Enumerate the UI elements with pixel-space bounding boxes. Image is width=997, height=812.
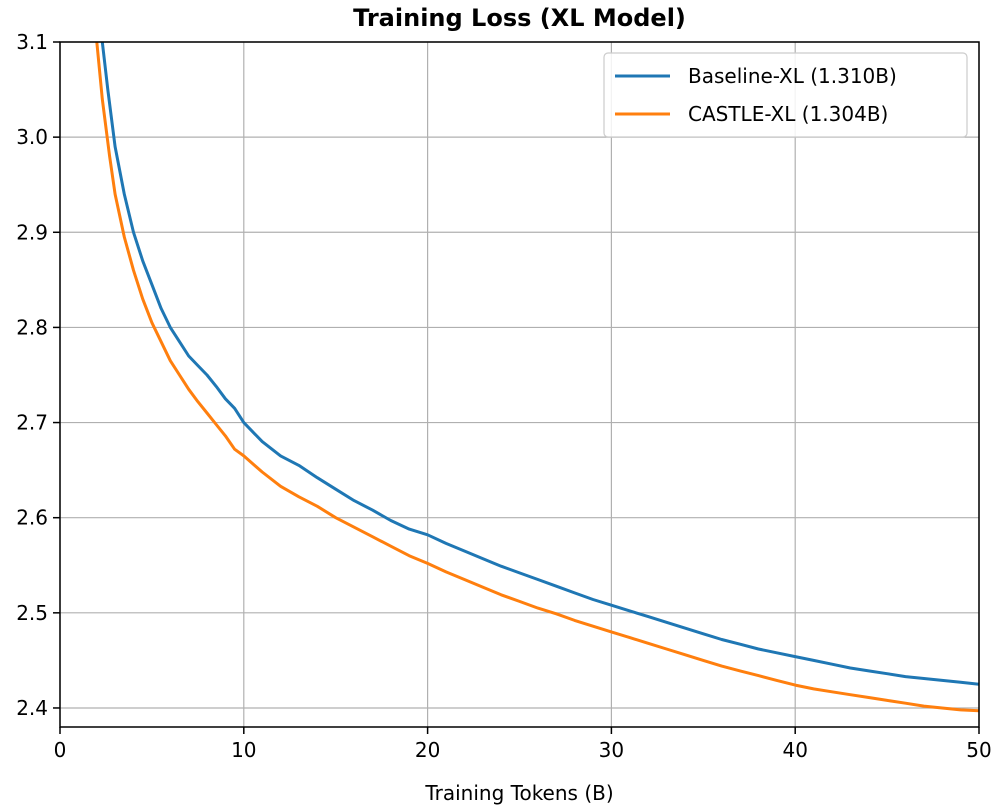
plot-frame [59, 41, 980, 728]
x-tick-label: 30 [599, 738, 624, 762]
x-tick-label: 10 [231, 738, 256, 762]
series-line-castle-xl [95, 42, 979, 713]
legend-box [603, 52, 968, 138]
chart-title: Training Loss (XL Model) [353, 4, 686, 32]
y-tick-label: 2.6 [16, 506, 48, 530]
y-tick-label: 3.0 [16, 125, 48, 149]
x-tick-label: 40 [782, 738, 807, 762]
y-tick-label: 2.4 [16, 696, 48, 720]
legend-label-castle-xl: CASTLE-XL (1.304B) [688, 102, 888, 126]
y-tick-label: 3.1 [16, 30, 48, 54]
series-layer [95, 42, 979, 713]
x-axis-label: Training Tokens (B) [424, 781, 613, 805]
legend-label-baseline-xl: Baseline-XL (1.310B) [688, 64, 897, 88]
y-tick-label: 2.7 [16, 411, 48, 435]
x-tick-label: 0 [54, 738, 67, 762]
y-tick-label: 2.5 [16, 601, 48, 625]
series-line-baseline-xl [100, 42, 979, 686]
x-tick-label: 50 [966, 738, 991, 762]
grid-layer [59, 41, 980, 727]
y-tick-label: 2.9 [16, 220, 48, 244]
y-tick-label: 2.8 [16, 315, 48, 339]
x-tick-label: 20 [415, 738, 440, 762]
tick-layer: 0 10 20 30 40 50 2.4 2.5 2.6 2.7 2.8 2.9 3.0 3.1 [16, 30, 992, 762]
legend: Baseline-XL (1.310B) CASTLE-XL (1.304B) [603, 52, 968, 138]
